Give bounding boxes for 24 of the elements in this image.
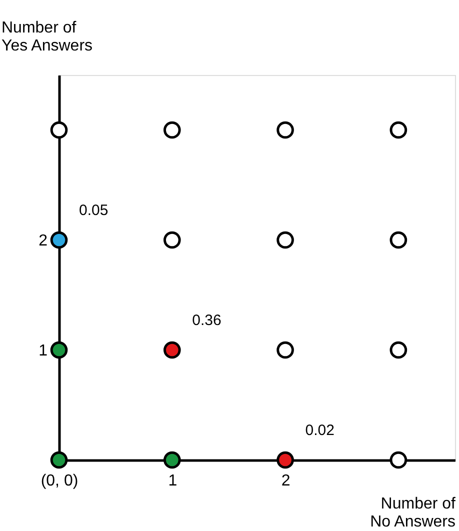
- point: [276, 121, 294, 139]
- point: [390, 451, 408, 469]
- point: [390, 121, 408, 139]
- point: [163, 231, 181, 249]
- point: [276, 341, 294, 359]
- point: [50, 231, 68, 249]
- point: [276, 231, 294, 249]
- annotation: 0.02: [305, 422, 334, 439]
- y-axis-title: Number of Yes Answers: [2, 20, 93, 54]
- x-tick-label: 2: [281, 472, 290, 490]
- point: [163, 451, 181, 469]
- point: [50, 451, 68, 469]
- point: [390, 341, 408, 359]
- point: [50, 121, 68, 139]
- point: [50, 341, 68, 359]
- x-axis-title: Number of No Answers: [370, 496, 456, 530]
- point: [276, 451, 294, 469]
- annotation: 0.05: [79, 202, 108, 219]
- annotation: 0.36: [192, 312, 222, 329]
- x-tick-label: (0, 0): [40, 472, 78, 490]
- point: [163, 341, 181, 359]
- point: [163, 121, 181, 139]
- x-tick-label: 1: [168, 472, 178, 490]
- point: [390, 231, 408, 249]
